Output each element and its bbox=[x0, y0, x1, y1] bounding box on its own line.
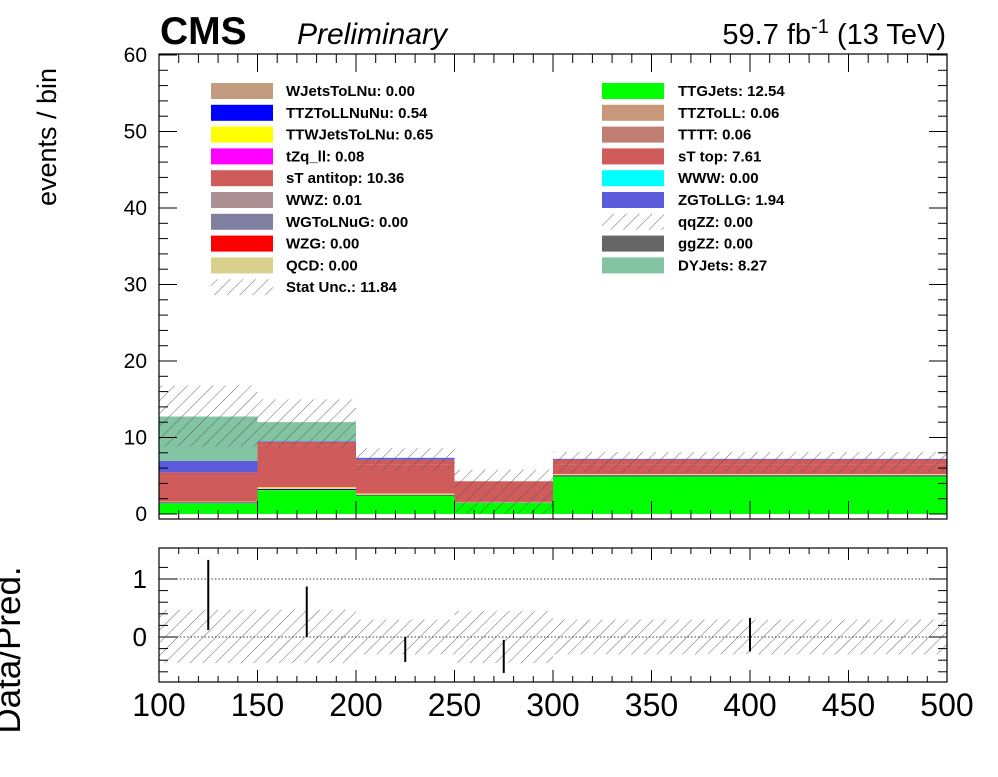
bar-segment bbox=[159, 472, 258, 502]
ratio-x-tick-label: 150 bbox=[231, 687, 284, 723]
stacked-bars bbox=[159, 416, 947, 514]
ratio-y-axis: 01 bbox=[133, 564, 947, 673]
bar-segment bbox=[553, 475, 947, 477]
ratio-points bbox=[207, 559, 751, 673]
legend-label: qqZZ: 0.00 bbox=[678, 214, 753, 231]
ratio-x-tick-label: 450 bbox=[822, 687, 875, 723]
ratio-x-tick-label: 350 bbox=[625, 687, 678, 723]
legend-swatch-hatch bbox=[602, 213, 664, 230]
ratio-y-axis-label: Data/Pred. bbox=[0, 566, 28, 733]
legend-label: WWZ: 0.01 bbox=[286, 192, 362, 209]
legend-swatch bbox=[602, 257, 664, 274]
bar-segment bbox=[159, 460, 258, 473]
legend-label: WJetsToLNu: 0.00 bbox=[286, 83, 415, 100]
bar-segment bbox=[257, 445, 356, 488]
lumi-exponent: -1 bbox=[811, 16, 829, 38]
legend-label: ZGToLLG: 1.94 bbox=[678, 192, 785, 209]
bar-segment bbox=[159, 501, 258, 503]
stat-unc-box bbox=[159, 385, 258, 447]
ratio-pad: 01 100 150 200 250 300 350 400 450 500 Data/Pred… bbox=[0, 547, 974, 734]
main-x-axis bbox=[158, 54, 948, 519]
legend-label: QCD: 0.00 bbox=[286, 257, 358, 274]
ratio-x-tick-label: 400 bbox=[723, 687, 776, 723]
y-tick-label: 30 bbox=[124, 274, 147, 297]
stat-unc-box bbox=[257, 399, 356, 448]
legend-swatch bbox=[211, 126, 273, 143]
legend-label: ggZZ: 0.00 bbox=[678, 236, 753, 253]
ratio-unc-band bbox=[159, 609, 947, 664]
legend-label: sT top: 7.61 bbox=[678, 148, 761, 165]
legend-swatch bbox=[602, 126, 664, 143]
legend-label: TTZToLLNuNu: 0.54 bbox=[286, 105, 428, 122]
stat-unc-box bbox=[454, 469, 553, 514]
legend-label: WWW: 0.00 bbox=[678, 170, 759, 187]
bar-segment bbox=[356, 493, 455, 495]
ratio-x-tick-label: 250 bbox=[428, 687, 481, 723]
legend-label: sT antitop: 10.36 bbox=[286, 170, 404, 187]
bar-segment bbox=[356, 494, 455, 496]
y-tick-label: 10 bbox=[124, 427, 147, 450]
legend-swatch bbox=[211, 170, 273, 187]
bar-segment bbox=[257, 487, 356, 489]
energy-label: (13 TeV) bbox=[829, 19, 946, 51]
y-tick-label: 40 bbox=[124, 197, 147, 220]
legend-swatch bbox=[602, 148, 664, 165]
y-tick-label: 0 bbox=[135, 503, 147, 526]
bar-segment bbox=[159, 502, 258, 504]
legend-swatch bbox=[211, 148, 273, 165]
legend-swatch bbox=[602, 83, 664, 99]
legend-label: WZG: 0.00 bbox=[286, 236, 359, 253]
legend-swatch-hatch bbox=[211, 279, 273, 296]
legend-label: TTWJetsToLNu: 0.65 bbox=[286, 127, 433, 144]
bar-segment bbox=[159, 503, 258, 514]
legend-swatch bbox=[602, 235, 664, 252]
legend-swatch bbox=[211, 257, 273, 274]
bar-segment bbox=[553, 474, 947, 476]
legend-swatch bbox=[211, 192, 273, 208]
stat-unc-box bbox=[553, 452, 947, 473]
legend-label: Stat Unc.: 11.84 bbox=[286, 279, 398, 296]
stat-unc-box bbox=[356, 448, 455, 471]
legend-label: TTGJets: 12.54 bbox=[678, 83, 785, 100]
y-tick-label: 20 bbox=[124, 350, 147, 373]
main-y-axis-label: events / bin bbox=[32, 68, 62, 206]
legend-swatch bbox=[211, 104, 273, 121]
legend: WJetsToLNu: 0.00 TTZToLLNuNu: 0.54 TTWJets… bbox=[211, 83, 785, 296]
legend-swatch bbox=[211, 235, 273, 252]
lumi-value: 59.7 fb bbox=[722, 19, 811, 51]
main-pad: WJetsToLNu: 0.00 TTZToLLNuNu: 0.54 TTWJets… bbox=[32, 44, 948, 526]
ratio-x-tick-label: 200 bbox=[329, 687, 382, 723]
legend-swatch bbox=[211, 213, 273, 230]
experiment-label: CMS bbox=[160, 10, 247, 53]
legend-swatch bbox=[602, 104, 664, 121]
legend-label: DYJets: 8.27 bbox=[678, 257, 767, 274]
ratio-x-axis: 100 150 200 250 300 350 400 450 500 bbox=[132, 548, 974, 723]
status-label: Preliminary bbox=[297, 18, 449, 51]
legend-label: TTTT: 0.06 bbox=[678, 127, 751, 144]
main-y-axis: 0 10 20 30 40 50 60 bbox=[124, 44, 947, 526]
bar-segment bbox=[257, 490, 356, 514]
ratio-x-tick-label: 500 bbox=[920, 687, 973, 723]
stat-unc-band bbox=[159, 385, 947, 514]
ratio-y-tick-label: 1 bbox=[133, 564, 147, 594]
legend-swatch bbox=[211, 83, 273, 99]
ratio-y-tick-label: 0 bbox=[133, 622, 147, 652]
y-tick-label: 50 bbox=[124, 121, 147, 144]
bar-segment bbox=[356, 495, 455, 514]
bar-segment bbox=[257, 488, 356, 490]
ratio-x-tick-label: 300 bbox=[526, 687, 579, 723]
ratio-x-tick-label: 100 bbox=[132, 687, 185, 723]
lumi-label: 59.7 fb-1 (13 TeV) bbox=[722, 16, 946, 51]
legend-swatch bbox=[602, 170, 664, 187]
legend-label: WGToLNuG: 0.00 bbox=[286, 214, 408, 231]
legend-swatch bbox=[602, 192, 664, 208]
legend-label: tZq_ll: 0.08 bbox=[286, 148, 364, 165]
y-tick-label: 60 bbox=[124, 44, 147, 67]
legend-label: TTZToLL: 0.06 bbox=[678, 105, 779, 122]
